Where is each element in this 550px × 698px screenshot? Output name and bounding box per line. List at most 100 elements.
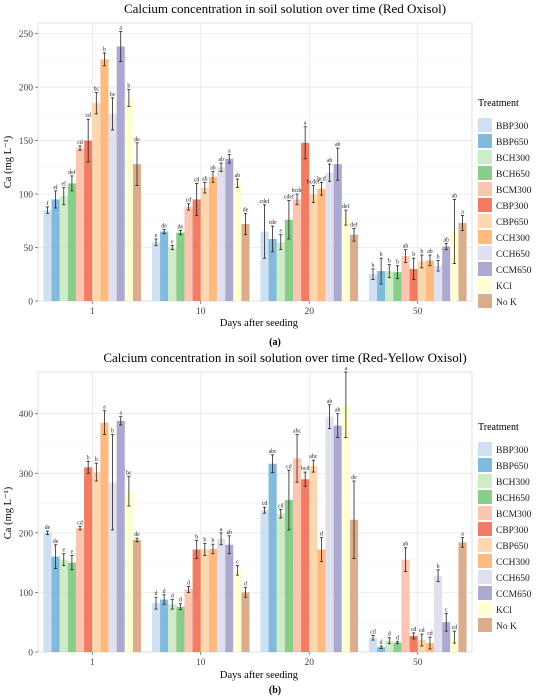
bar xyxy=(132,540,142,652)
significance-letter: def xyxy=(350,221,357,228)
significance-letter: d xyxy=(179,598,182,604)
significance-letter: ab xyxy=(403,244,409,250)
significance-letter: ab xyxy=(335,142,341,148)
bar xyxy=(160,599,169,652)
significance-letter: cdef xyxy=(284,193,294,200)
legend-swatch xyxy=(478,602,492,616)
significance-letter: ef xyxy=(62,181,67,188)
bar xyxy=(377,271,386,301)
legend-swatch xyxy=(478,214,492,228)
legend-label: BCM300 xyxy=(496,186,532,196)
legend-swatch xyxy=(478,618,492,632)
bar xyxy=(241,224,250,301)
x-tick-label: 50 xyxy=(413,307,423,317)
significance-letter: e xyxy=(62,548,65,554)
legend-swatch xyxy=(478,554,492,568)
bar xyxy=(225,544,234,652)
significance-letter: b xyxy=(95,457,98,463)
bar xyxy=(333,164,342,301)
bar xyxy=(192,549,201,652)
legend-title: Treatment xyxy=(478,98,519,109)
legend-swatch xyxy=(478,262,492,276)
legend-label: BCH650 xyxy=(496,170,530,180)
x-tick-label: 1 xyxy=(90,658,95,668)
legend-swatch xyxy=(478,198,492,212)
bar xyxy=(217,538,226,652)
bar xyxy=(241,592,250,652)
panel-label: (b) xyxy=(269,685,281,696)
bar xyxy=(160,231,169,301)
bar xyxy=(393,642,402,652)
legend-label: CCM650 xyxy=(496,266,532,276)
y-tick-label: 250 xyxy=(19,30,34,40)
bar xyxy=(67,183,76,301)
y-tick-label: 100 xyxy=(19,191,34,201)
significance-letter: de xyxy=(134,137,140,143)
bar xyxy=(43,532,52,652)
significance-letter: bc xyxy=(126,470,132,476)
significance-letter: def xyxy=(342,203,349,210)
bar xyxy=(425,260,435,301)
legend-label: CBP300 xyxy=(496,526,528,536)
significance-letter: b xyxy=(388,259,391,265)
significance-letter: e xyxy=(171,239,174,245)
significance-letter: cd xyxy=(262,501,268,507)
bar xyxy=(341,217,350,301)
significance-letter: d xyxy=(187,580,190,586)
x-axis-label: Days after seeding xyxy=(220,318,299,329)
significance-letter: ab xyxy=(226,530,232,536)
significance-letter: cd xyxy=(419,628,425,634)
legend-label: BCM300 xyxy=(496,510,532,520)
significance-letter: bc xyxy=(110,92,116,98)
bar xyxy=(341,404,350,652)
legend-swatch xyxy=(478,474,492,488)
bar xyxy=(450,231,459,301)
legend-label: No K xyxy=(496,622,517,632)
bar xyxy=(276,513,285,652)
significance-letter: a xyxy=(461,209,464,215)
significance-letter: cde xyxy=(269,220,277,226)
bar xyxy=(458,542,467,652)
significance-letter: de xyxy=(134,532,140,538)
x-tick-label: 10 xyxy=(196,307,206,317)
bar xyxy=(225,158,234,301)
legend-swatch xyxy=(478,134,492,148)
significance-letter: bcde xyxy=(292,188,303,194)
bar xyxy=(100,422,109,652)
significance-letter: cd xyxy=(85,113,91,119)
significance-letter: de xyxy=(45,525,51,531)
bar xyxy=(349,519,359,652)
legend-swatch xyxy=(478,458,492,472)
significance-letter: cd xyxy=(286,464,292,470)
significance-letter: b xyxy=(195,535,198,541)
significance-letter: b xyxy=(420,249,423,255)
bar xyxy=(168,604,177,652)
significance-letter: ab xyxy=(443,237,449,243)
significance-letter: d xyxy=(171,594,174,600)
significance-letter: ab xyxy=(335,408,341,414)
bar xyxy=(51,199,60,301)
significance-letter: a xyxy=(304,121,307,127)
significance-letter: ab xyxy=(218,157,224,163)
legend-label: CBP650 xyxy=(496,542,528,552)
bar xyxy=(92,472,101,652)
legend-swatch xyxy=(478,442,492,456)
significance-letter: d xyxy=(388,632,391,638)
bar xyxy=(401,559,410,652)
significance-letter: ab xyxy=(427,249,433,255)
legend-label: BBP300 xyxy=(496,122,528,132)
bar xyxy=(192,199,201,301)
legend-swatch xyxy=(478,166,492,180)
bar xyxy=(84,140,93,301)
bar xyxy=(409,268,418,301)
significance-letter: c xyxy=(445,607,448,613)
x-axis-label: Days after seeding xyxy=(220,670,299,681)
bar xyxy=(401,256,410,301)
bar xyxy=(84,467,93,652)
significance-letter: b xyxy=(212,538,215,544)
bar xyxy=(325,172,334,301)
y-axis-label: Ca (mg L⁻¹) xyxy=(3,135,14,188)
significance-letter: bcd xyxy=(301,466,309,472)
significance-letter: a xyxy=(345,366,348,372)
